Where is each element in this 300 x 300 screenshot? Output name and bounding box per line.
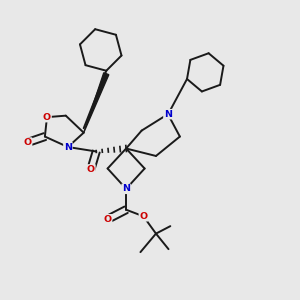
Text: O: O	[23, 138, 32, 147]
Polygon shape	[84, 73, 109, 133]
Text: N: N	[164, 110, 172, 119]
Text: O: O	[140, 212, 148, 221]
Text: O: O	[43, 113, 51, 122]
Text: O: O	[103, 215, 112, 224]
Text: N: N	[64, 142, 72, 152]
Text: N: N	[122, 184, 130, 193]
Text: O: O	[87, 165, 95, 174]
